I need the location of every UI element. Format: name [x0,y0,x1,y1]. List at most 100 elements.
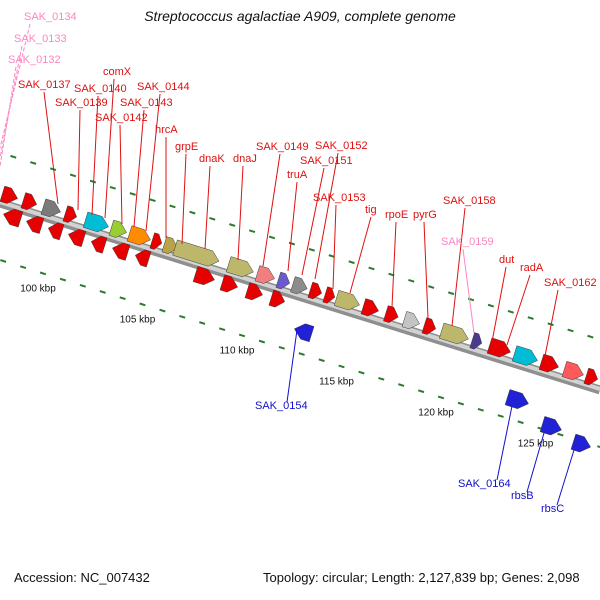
minor-tick [189,210,196,215]
gene-arrow[interactable] [469,332,483,350]
gene-arrow[interactable] [438,322,469,345]
scale-label-100kbp: 100 kbp [20,283,56,294]
gene-label-SAK_0153[interactable]: SAK_0153 [313,192,366,204]
gene-arrow[interactable] [225,256,254,278]
gene-arrow[interactable] [583,367,599,386]
gene-label-truA[interactable]: truA [287,169,308,181]
gene-arrow[interactable] [134,249,152,268]
gene-label-SAK_0154[interactable]: SAK_0154 [255,400,308,412]
gene-label-hrcA[interactable]: hrcA [155,124,178,136]
gene-label-SAK_0143[interactable]: SAK_0143 [120,97,173,109]
gene-label-rbsC[interactable]: rbsC [541,503,564,515]
gene-label-SAK_0164[interactable]: SAK_0164 [458,478,511,490]
gene-arrow[interactable] [401,311,420,330]
gene-arrow[interactable] [40,198,61,218]
minor-tick [437,395,445,400]
gene-label-pyrG[interactable]: pyrG [413,209,437,221]
gene-arrow[interactable] [161,236,179,254]
accession-text: Accession: NC_007432 [14,570,150,585]
gene-arrow[interactable] [539,416,562,436]
gene-label-dut[interactable]: dut [499,254,514,266]
minor-tick [378,376,385,381]
gene-label-SAK_0152[interactable]: SAK_0152 [315,140,368,152]
gene-label-SAK_0134[interactable]: SAK_0134 [24,11,77,23]
gene-arrow[interactable] [322,286,336,304]
label-leader-line [145,93,161,232]
gene-arrow[interactable] [20,192,38,211]
gene-arrow[interactable] [68,229,87,248]
gene-arrow[interactable] [268,289,286,308]
gene-arrow[interactable] [333,289,360,311]
gene-label-dnaJ[interactable]: dnaJ [233,153,257,165]
minor-tick [398,383,405,387]
gene-arrow[interactable] [192,265,215,286]
gene-arrow[interactable] [290,276,308,295]
gene-label-dnaK[interactable]: dnaK [199,153,225,165]
gene-arrow[interactable] [244,282,263,301]
gene-label-rpoE[interactable]: rpoE [385,209,408,221]
gene-arrow[interactable] [0,185,18,204]
gene-label-SAK_0133[interactable]: SAK_0133 [14,33,67,45]
gene-label-SAK_0144[interactable]: SAK_0144 [137,81,190,93]
gene-arrow[interactable] [486,337,511,358]
minor-tick [139,302,146,307]
gene-arrow[interactable] [62,205,78,223]
gene-label-SAK_0159[interactable]: SAK_0159 [441,236,494,248]
gene-arrow[interactable] [511,345,538,366]
gene-label-SAK_0132[interactable]: SAK_0132 [8,54,61,66]
gene-label-SAK_0151[interactable]: SAK_0151 [300,155,353,167]
minor-tick [318,358,325,363]
gene-arrow[interactable] [172,239,220,267]
gene-arrow[interactable] [570,433,591,453]
gene-arrow[interactable] [383,305,399,323]
gene-label-SAK_0137[interactable]: SAK_0137 [18,79,71,91]
gene-arrow[interactable] [26,215,45,234]
gene-arrow[interactable] [360,298,379,317]
label-leader-line [556,449,575,506]
gene-arrow[interactable] [538,353,559,373]
minor-tick [587,334,594,339]
minor-tick [408,278,415,283]
gene-arrow[interactable] [112,242,131,261]
gene-label-grpE[interactable]: grpE [175,141,198,153]
gene-arrow[interactable] [421,317,437,335]
gene-arrow[interactable] [90,235,108,254]
minor-tick [447,291,455,296]
label-leader-line [506,274,531,346]
gene-label-tig[interactable]: tig [365,204,377,216]
gene-label-SAK_0139[interactable]: SAK_0139 [55,97,108,109]
gene-label-comX[interactable]: comX [103,66,132,78]
gene-arrow[interactable] [561,360,584,381]
gene-arrow[interactable] [47,222,65,241]
minor-tick [278,345,285,350]
gene-arrow[interactable] [275,271,291,290]
gene-arrow[interactable] [254,265,275,284]
gene-arrow[interactable] [126,225,151,246]
gene-arrow[interactable] [504,389,529,409]
genome-info-text: Topology: circular; Length: 2,127,839 bp… [263,570,580,585]
gene-label-radA[interactable]: radA [520,262,544,274]
label-leader-line [287,181,298,272]
gene-label-SAK_0162[interactable]: SAK_0162 [544,277,597,289]
minor-tick [457,401,465,406]
gene-label-SAK_0158[interactable]: SAK_0158 [443,195,496,207]
gene-arrow[interactable] [108,219,127,238]
gene-label-rbsB[interactable]: rbsB [511,490,534,502]
minor-tick [69,173,77,178]
label-leader-line [91,95,99,216]
label-leader-line [349,216,372,294]
minor-tick [10,154,17,159]
gene-arrow[interactable] [294,323,315,343]
minor-tick [129,192,136,196]
gene-label-SAK_0142[interactable]: SAK_0142 [95,112,148,124]
minor-tick [30,161,37,165]
gene-arrow[interactable] [149,232,163,250]
gene-label-SAK_0149[interactable]: SAK_0149 [256,141,309,153]
gene-arrow[interactable] [82,211,109,233]
gene-label-SAK_0140[interactable]: SAK_0140 [74,83,127,95]
label-leader-line [314,152,339,280]
gene-arrow[interactable] [307,281,323,300]
gene-arrow[interactable] [219,274,238,293]
gene-arrow[interactable] [3,208,24,228]
